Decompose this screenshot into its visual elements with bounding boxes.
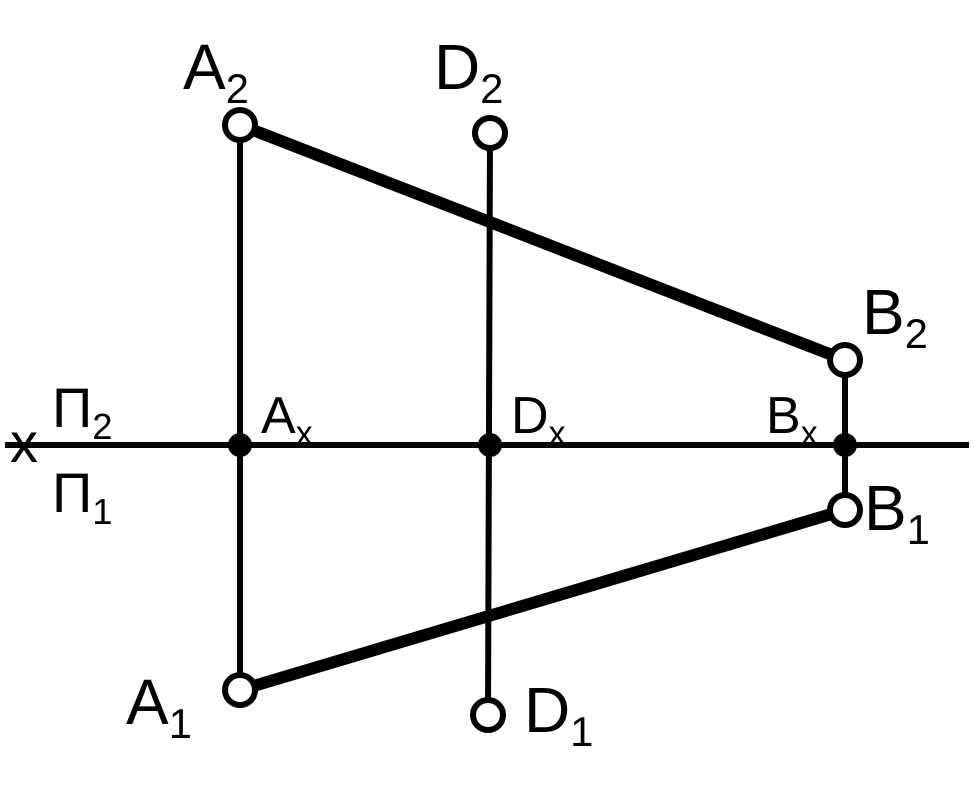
label-text: D <box>524 674 570 746</box>
label-subscript: 2 <box>226 65 249 112</box>
label-B1: B1 <box>864 476 930 540</box>
label-subscript: 1 <box>169 700 192 747</box>
label-text: x <box>10 411 38 474</box>
label-text: D <box>434 31 480 103</box>
label-text: П <box>52 461 92 524</box>
label-subscript: x <box>296 414 313 452</box>
label-text: B <box>766 387 801 445</box>
label-subscript: 2 <box>92 406 112 447</box>
label-D1: D1 <box>524 678 593 742</box>
label-text: B <box>864 472 907 544</box>
label-subscript: 1 <box>92 491 112 532</box>
label-text: П <box>52 376 92 439</box>
label-P2: П2 <box>52 380 113 436</box>
label-text: A <box>183 31 226 103</box>
label-text: D <box>511 387 549 445</box>
label-subscript: 1 <box>907 506 930 553</box>
label-Bx: Bx <box>766 390 818 442</box>
label-text: A <box>261 387 296 445</box>
label-subscript: x <box>801 414 818 452</box>
label-subscript: 1 <box>570 708 593 755</box>
label-D2: D2 <box>434 35 503 99</box>
label-P1: П1 <box>52 465 113 521</box>
label-A2: A2 <box>183 35 249 99</box>
label-subscript: x <box>549 414 566 452</box>
label-subscript: 2 <box>905 310 928 357</box>
label-A1: A1 <box>126 670 192 734</box>
label-x: x <box>10 415 38 471</box>
label-text: B <box>862 276 905 348</box>
label-B2: B2 <box>862 280 928 344</box>
label-subscript: 2 <box>480 65 503 112</box>
label-Ax: Ax <box>261 390 313 442</box>
label-text: A <box>126 666 169 738</box>
label-Dx: Dx <box>511 390 565 442</box>
